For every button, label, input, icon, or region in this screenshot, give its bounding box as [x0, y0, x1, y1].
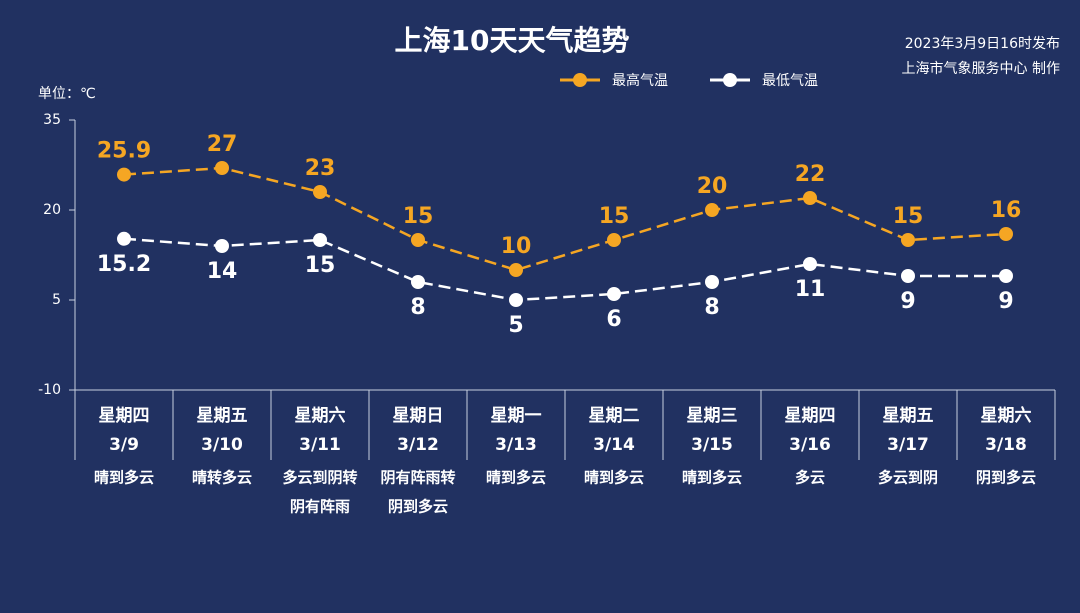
x-tick-label: 3/16 — [789, 435, 831, 455]
data-label: 8 — [410, 295, 425, 320]
y-tick-label: -10 — [38, 382, 61, 398]
point — [509, 263, 523, 277]
data-label: 8 — [704, 295, 719, 320]
point — [215, 161, 229, 175]
data-label: 15 — [403, 204, 434, 229]
data-label: 14 — [207, 259, 238, 284]
point — [215, 239, 229, 253]
weekday-label: 星期六 — [981, 405, 1032, 426]
data-label: 10 — [501, 234, 532, 259]
line — [123, 166, 1007, 272]
weather-label: 晴到多云 — [94, 469, 154, 487]
point — [313, 185, 327, 199]
data-label: 25.9 — [97, 139, 151, 164]
legend-swatch — [573, 73, 587, 87]
weather-label: 多云 — [795, 469, 825, 487]
weekday-label: 星期四 — [99, 406, 150, 426]
point — [509, 293, 523, 307]
data-label: 15 — [305, 253, 336, 278]
line — [123, 237, 1006, 302]
data-label: 15.2 — [97, 252, 151, 277]
data-label: 20 — [697, 174, 728, 199]
data-label: 22 — [795, 162, 826, 187]
x-tick-label: 3/11 — [299, 435, 341, 455]
point — [607, 287, 621, 301]
data-label: 27 — [207, 132, 238, 157]
point — [411, 275, 425, 289]
point — [901, 269, 915, 283]
x-tick-label: 3/9 — [109, 435, 139, 455]
x-tick-label: 3/10 — [201, 435, 243, 455]
weather-label: 阴有阵雨转 — [380, 469, 455, 487]
data-label: 5 — [508, 313, 523, 338]
data-label: 9 — [998, 289, 1013, 314]
x-tick-label: 3/17 — [887, 435, 929, 455]
x-tick-label: 3/13 — [495, 435, 537, 455]
weather-label: 阴有阵雨 — [290, 498, 350, 516]
weekday-label: 星期一 — [491, 406, 542, 426]
point — [803, 257, 817, 271]
point — [705, 203, 719, 217]
y-tick-label: 35 — [43, 112, 61, 128]
legend-swatch — [723, 73, 737, 87]
weekday-label: 星期五 — [197, 406, 248, 426]
weekday-label: 星期五 — [883, 406, 934, 426]
legend-label: 最高气温 — [612, 72, 668, 89]
weather-label: 多云到阴转 — [282, 469, 357, 487]
y-tick-label: 20 — [43, 202, 61, 218]
data-label: 16 — [991, 198, 1022, 223]
weather-label: 晴到多云 — [486, 469, 546, 487]
weekday-label: 星期三 — [687, 406, 738, 426]
data-label: 15 — [599, 204, 630, 229]
data-label: 9 — [900, 289, 915, 314]
point — [705, 275, 719, 289]
annotation: 上海市气象服务中心 制作 — [902, 60, 1060, 77]
x-tick-label: 3/12 — [397, 435, 439, 455]
y-tick-label: 5 — [52, 292, 61, 308]
legend-label: 最低气温 — [762, 73, 818, 89]
point — [411, 233, 425, 247]
annotation: 2023年3月9日16时发布 — [905, 36, 1060, 52]
weather-label: 晴转多云 — [192, 469, 252, 487]
point — [901, 233, 915, 247]
weather-label: 多云到阴 — [878, 469, 938, 487]
weather-label: 晴到多云 — [584, 469, 644, 487]
point — [313, 233, 327, 247]
weather-label: 阴到多云 — [388, 498, 448, 516]
point — [117, 167, 131, 182]
point — [117, 231, 131, 246]
point — [607, 233, 621, 247]
weather-label: 阴到多云 — [976, 469, 1036, 487]
point — [803, 191, 817, 205]
weekday-label: 星期日 — [393, 406, 444, 426]
data-label: 11 — [795, 277, 826, 302]
x-tick-label: 3/15 — [691, 435, 733, 455]
weekday-label: 星期六 — [295, 405, 346, 426]
data-label: 6 — [606, 307, 621, 332]
chart-title: 上海10天天气趋势 — [395, 24, 630, 57]
weekday-label: 星期四 — [785, 406, 836, 426]
weekday-label: 星期二 — [589, 406, 640, 426]
data-label: 15 — [893, 204, 924, 229]
x-tick-label: 3/18 — [985, 435, 1027, 455]
y-axis-label: 单位：℃ — [38, 86, 96, 102]
point — [999, 227, 1013, 241]
weather-label: 晴到多云 — [682, 469, 742, 487]
point — [999, 269, 1013, 283]
data-label: 23 — [305, 156, 336, 181]
x-tick-label: 3/14 — [593, 435, 635, 455]
